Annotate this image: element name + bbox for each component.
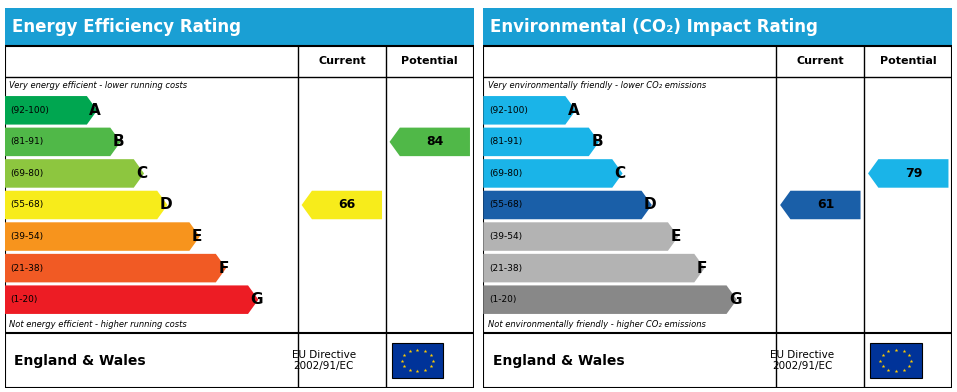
Text: B: B [591,134,603,149]
Bar [483,8,952,46]
Text: (81-91): (81-91) [489,137,523,146]
Text: (1-20): (1-20) [11,295,37,304]
Polygon shape [483,222,679,251]
Text: Potential: Potential [401,56,458,67]
Text: Current: Current [796,56,844,67]
Text: (69-80): (69-80) [11,169,44,178]
Polygon shape [389,128,470,156]
Polygon shape [5,128,121,156]
Text: 79: 79 [904,167,923,180]
Text: (69-80): (69-80) [489,169,523,178]
Text: E: E [191,229,202,244]
Text: Environmental (CO₂) Impact Rating: Environmental (CO₂) Impact Rating [490,18,818,36]
Text: Energy Efficiency Rating: Energy Efficiency Rating [11,18,241,36]
Text: (39-54): (39-54) [11,232,43,241]
Text: B: B [113,134,124,149]
Text: E: E [670,229,680,244]
Text: (55-68): (55-68) [489,200,523,209]
Polygon shape [5,96,98,125]
Bar [5,8,474,46]
Text: (21-38): (21-38) [489,263,522,272]
Polygon shape [483,191,652,219]
Text: (21-38): (21-38) [11,263,43,272]
Polygon shape [483,96,576,125]
Text: Very environmentally friendly - lower CO₂ emissions: Very environmentally friendly - lower CO… [488,81,706,90]
Polygon shape [483,128,599,156]
Text: (81-91): (81-91) [11,137,44,146]
Text: A: A [89,103,100,118]
Polygon shape [483,285,737,314]
Text: G: G [251,292,263,307]
Polygon shape [5,254,226,282]
Text: 84: 84 [426,135,444,149]
Text: EU Directive
2002/91/EC: EU Directive 2002/91/EC [770,350,835,371]
Text: (55-68): (55-68) [11,200,44,209]
Polygon shape [5,222,200,251]
Text: (92-100): (92-100) [489,106,528,115]
Polygon shape [5,159,145,188]
Text: F: F [218,261,229,276]
Text: (92-100): (92-100) [11,106,50,115]
Text: Not environmentally friendly - higher CO₂ emissions: Not environmentally friendly - higher CO… [488,320,706,329]
Text: Current: Current [318,56,366,67]
Polygon shape [5,191,167,219]
Polygon shape [5,285,258,314]
Polygon shape [301,191,382,219]
Text: F: F [697,261,707,276]
Text: C: C [614,166,626,181]
Text: Very energy efficient - lower running costs: Very energy efficient - lower running co… [10,81,188,90]
Text: A: A [568,103,579,118]
Text: England & Wales: England & Wales [493,354,624,368]
Bar [870,343,922,378]
Text: (1-20): (1-20) [489,295,516,304]
Polygon shape [868,159,948,188]
Polygon shape [483,254,704,282]
Polygon shape [780,191,860,219]
Text: England & Wales: England & Wales [14,354,145,368]
Text: C: C [136,166,147,181]
Polygon shape [483,159,623,188]
Text: D: D [644,198,657,212]
Bar [391,343,443,378]
Text: G: G [729,292,742,307]
Text: 61: 61 [816,198,835,212]
Text: D: D [160,198,172,212]
Text: 66: 66 [339,198,356,212]
Text: EU Directive
2002/91/EC: EU Directive 2002/91/EC [292,350,356,371]
Text: (39-54): (39-54) [489,232,522,241]
Text: Potential: Potential [879,56,937,67]
Text: Not energy efficient - higher running costs: Not energy efficient - higher running co… [10,320,188,329]
